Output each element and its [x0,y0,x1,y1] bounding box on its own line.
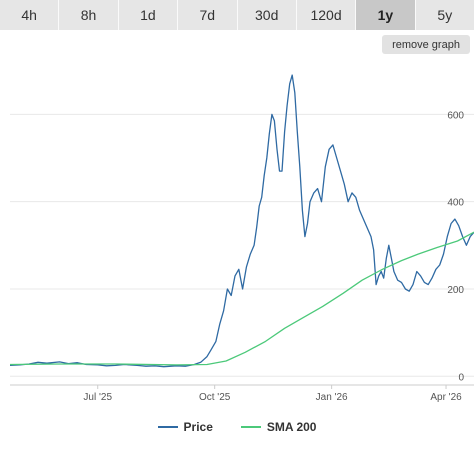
legend-item-sma[interactable]: SMA 200 [240,420,317,434]
legend-label-price: Price [183,420,213,434]
y-tick-label: 400 [447,198,464,209]
x-tick-label: Oct '25 [199,392,231,403]
tab-4h[interactable]: 4h [0,0,60,30]
remove-graph-button[interactable]: remove graph [382,35,470,54]
tab-30d[interactable]: 30d [237,0,297,30]
x-tick-label: Jul '25 [83,392,112,403]
x-tick-label: Apr '26 [430,392,462,403]
tab-5y[interactable]: 5y [415,0,474,30]
series-line-sma-200 [9,231,474,366]
tab-8h[interactable]: 8h [59,0,119,30]
x-tick-label: Jan '26 [316,392,348,403]
chart-legend: Price SMA 200 [0,420,474,434]
y-tick-label: 600 [447,110,464,121]
y-tick-label: 0 [458,372,464,383]
price-chart: 0 200 400 600 Jul '25 Oct '25 Jan '26 Apr '26 [9,74,474,403]
tab-1y[interactable]: 1y [356,0,416,30]
legend-swatch-price [157,426,178,428]
legend-label-sma: SMA 200 [266,420,317,434]
tab-120d[interactable]: 120d [296,0,357,30]
legend-item-price[interactable]: Price [157,420,213,434]
y-tick-label: 200 [447,285,464,296]
timeframe-tabs: 4h 8h 1d 7d 30d 120d 1y 5y [0,0,474,30]
series-line-price [9,74,474,368]
legend-swatch-sma [240,426,261,428]
tab-1d[interactable]: 1d [118,0,179,30]
tab-7d[interactable]: 7d [178,0,238,30]
